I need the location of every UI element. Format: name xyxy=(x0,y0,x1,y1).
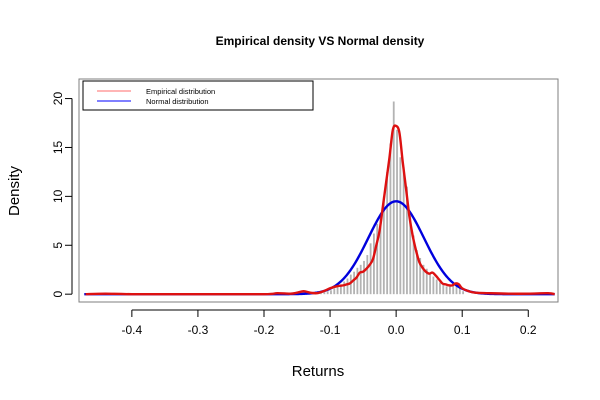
legend: Empirical distribution Normal distributi… xyxy=(82,80,314,111)
histogram-bar xyxy=(452,284,455,295)
y-tick-label: 15 xyxy=(51,140,65,154)
histogram-bar xyxy=(356,267,359,295)
x-tick-label: -0.4 xyxy=(122,323,143,337)
histogram-bar xyxy=(376,223,379,295)
empirical-density-line xyxy=(85,124,555,296)
chart-title: Empirical density VS Normal density xyxy=(216,34,425,48)
histogram-bar xyxy=(366,255,369,295)
histogram-bar xyxy=(326,291,329,295)
normal-density-line xyxy=(84,200,555,296)
legend-box xyxy=(82,80,314,111)
y-axis: 0 5 10 15 20 xyxy=(51,92,73,298)
y-axis-label: Density xyxy=(6,165,23,216)
y-tick-label: 5 xyxy=(51,242,65,249)
histogram-bar xyxy=(415,250,418,295)
histogram-bar xyxy=(432,276,435,295)
y-tick-label: 0 xyxy=(51,291,65,298)
histogram-bar xyxy=(442,284,445,295)
histogram-bar xyxy=(320,293,322,295)
histogram-bar xyxy=(419,257,422,295)
x-tick-label: -0.1 xyxy=(320,323,341,337)
histogram-bar xyxy=(396,129,398,295)
histogram-bar xyxy=(363,260,365,295)
histogram-bar xyxy=(333,288,336,295)
histogram-bar xyxy=(389,143,392,295)
histogram-bar xyxy=(422,264,425,295)
histogram-bar xyxy=(402,167,405,295)
legend-label-normal: Normal distribution xyxy=(146,97,209,106)
x-tick-label: 0.1 xyxy=(454,323,471,337)
histogram-bars xyxy=(320,101,465,295)
histogram-bar xyxy=(339,284,342,295)
x-tick-label: 0.2 xyxy=(520,323,537,337)
histogram-bar xyxy=(346,278,349,295)
histogram-bar xyxy=(382,196,385,295)
histogram-bar xyxy=(336,286,339,295)
histogram-bar xyxy=(373,233,375,295)
x-axis-label: Returns xyxy=(292,363,345,380)
histogram-bar xyxy=(462,291,465,295)
histogram-bar xyxy=(455,283,458,295)
plot-frame xyxy=(78,78,559,303)
histogram-bar xyxy=(445,286,448,295)
histogram-bar xyxy=(429,272,431,295)
histogram-bar xyxy=(458,288,461,295)
histogram-bar xyxy=(392,101,395,295)
histogram-bar xyxy=(406,186,408,295)
histogram-bar xyxy=(369,243,372,295)
histogram-bar xyxy=(323,292,326,295)
histogram-bar xyxy=(435,279,438,295)
histogram-bar xyxy=(330,290,332,295)
x-axis: -0.4 -0.3 -0.2 -0.1 0.0 0.1 0.2 xyxy=(122,309,537,337)
histogram-bar xyxy=(412,235,415,295)
histogram-bar xyxy=(379,213,382,295)
histogram-bar xyxy=(425,268,428,295)
histogram-bar xyxy=(409,215,412,295)
legend-label-empirical: Empirical distribution xyxy=(146,87,215,96)
x-tick-label: 0.0 xyxy=(388,323,405,337)
histogram-bar xyxy=(386,171,389,295)
histogram-bar xyxy=(343,281,346,295)
x-tick-label: -0.2 xyxy=(254,323,275,337)
histogram-bar xyxy=(359,264,362,295)
histogram-bar xyxy=(399,157,402,295)
histogram-bar xyxy=(353,271,356,295)
histogram-bar xyxy=(439,282,441,295)
x-tick-label: -0.3 xyxy=(188,323,209,337)
histogram-bar xyxy=(349,274,352,295)
y-tick-label: 10 xyxy=(51,189,65,203)
histogram-bar xyxy=(448,286,451,295)
y-tick-label: 20 xyxy=(51,92,65,106)
